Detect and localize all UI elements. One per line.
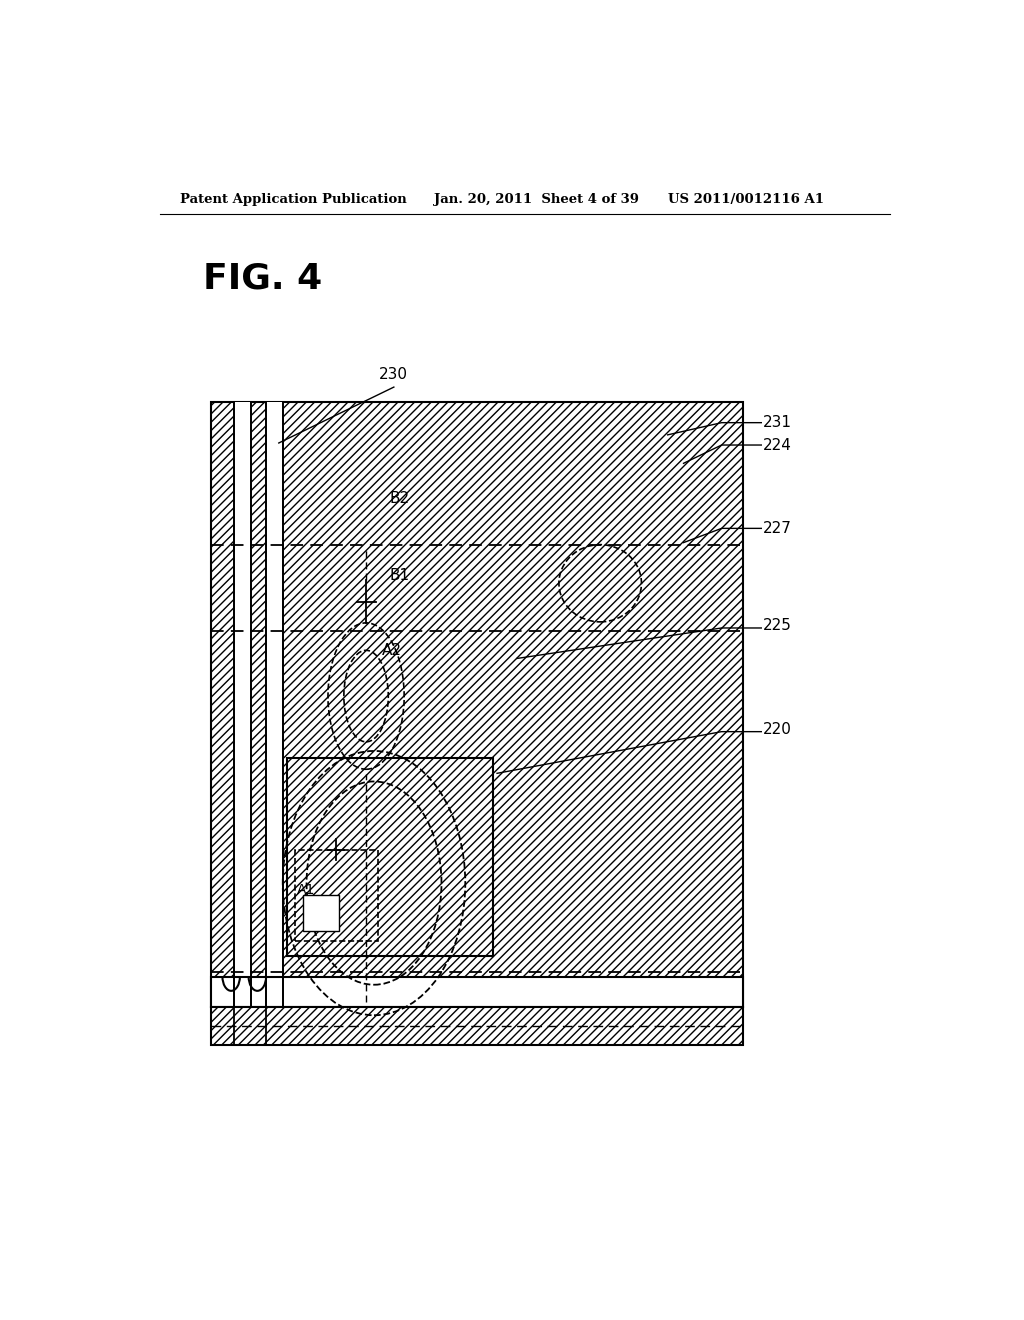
Text: Patent Application Publication: Patent Application Publication: [179, 193, 407, 206]
Text: 231: 231: [763, 416, 792, 430]
Text: A2: A2: [382, 643, 402, 657]
Bar: [287, 758, 494, 956]
Text: 225: 225: [763, 619, 792, 634]
Text: B2: B2: [390, 491, 410, 507]
Bar: [211, 1007, 743, 1044]
Bar: [295, 850, 378, 941]
Bar: [211, 403, 743, 1007]
Bar: [266, 403, 283, 1007]
Text: US 2011/0012116 A1: US 2011/0012116 A1: [668, 193, 823, 206]
Text: Jan. 20, 2011  Sheet 4 of 39: Jan. 20, 2011 Sheet 4 of 39: [433, 193, 639, 206]
Text: 220: 220: [763, 722, 792, 737]
Bar: [234, 403, 251, 1007]
Bar: [211, 977, 743, 1007]
Text: FIG. 4: FIG. 4: [204, 261, 323, 296]
Text: 227: 227: [763, 521, 792, 536]
Text: 224: 224: [763, 437, 792, 453]
Text: A1: A1: [297, 883, 315, 898]
Text: B1: B1: [390, 568, 410, 582]
Text: 230: 230: [379, 367, 409, 381]
Bar: [303, 895, 339, 931]
